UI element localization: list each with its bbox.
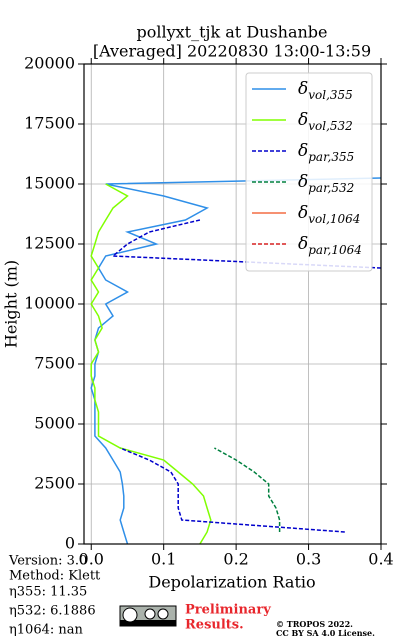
legend-label: δpar,532: [298, 172, 354, 195]
x-axis-label: Depolarization Ratio: [148, 573, 315, 592]
preliminary-note: Results.: [185, 618, 244, 633]
y-tick-label: 17500: [24, 114, 75, 133]
note: Method: Klett: [9, 569, 101, 584]
y-axis-label: Height (m): [2, 260, 21, 348]
y-tick-label: 15000: [24, 174, 75, 193]
legend-label: δvol,1064: [298, 203, 360, 226]
note: η532: 6.1886: [9, 604, 96, 619]
note: η1064: nan: [9, 623, 84, 638]
y-tick-label: 0: [65, 534, 75, 553]
y-tick-label: 2500: [34, 474, 75, 493]
copyright: © TROPOS 2022.: [276, 619, 353, 629]
series-line: [90, 177, 381, 544]
cc-badge: [119, 605, 177, 627]
plot-frame: [83, 63, 382, 545]
legend-label: δpar,1064: [298, 234, 362, 257]
series-line: [214, 447, 281, 532]
series-line: [111, 219, 381, 533]
x-tick-label: 0.2: [223, 550, 248, 569]
y-tick-label: 5000: [34, 414, 75, 433]
x-tick-label: 0.0: [79, 550, 104, 569]
note: η355: 11.35: [9, 585, 87, 600]
x-tick-label: 0.1: [151, 550, 176, 569]
y-tick-label: 12500: [24, 234, 75, 253]
chart-title: pollyxt_tjk at Dushanbe: [136, 23, 327, 42]
series-line: [90, 183, 212, 544]
chart-subtitle: [Averaged] 20220830 13:00-13:59: [93, 42, 371, 61]
y-tick-label: 7500: [34, 354, 75, 373]
y-tick-label: 10000: [24, 294, 75, 313]
x-tick-label: 0.3: [296, 550, 321, 569]
y-tick-label: 20000: [24, 54, 75, 73]
legend-label: δpar,355: [298, 141, 354, 164]
preliminary-note: Preliminary: [185, 603, 271, 618]
x-tick-label: 0.4: [368, 550, 393, 569]
copyright: CC BY SA 4.0 License.: [276, 628, 375, 638]
legend-label: δvol,532: [298, 110, 353, 133]
legend-box: [245, 72, 373, 272]
legend-label: δvol,355: [298, 79, 353, 102]
note: Version: 3.0: [8, 554, 87, 569]
